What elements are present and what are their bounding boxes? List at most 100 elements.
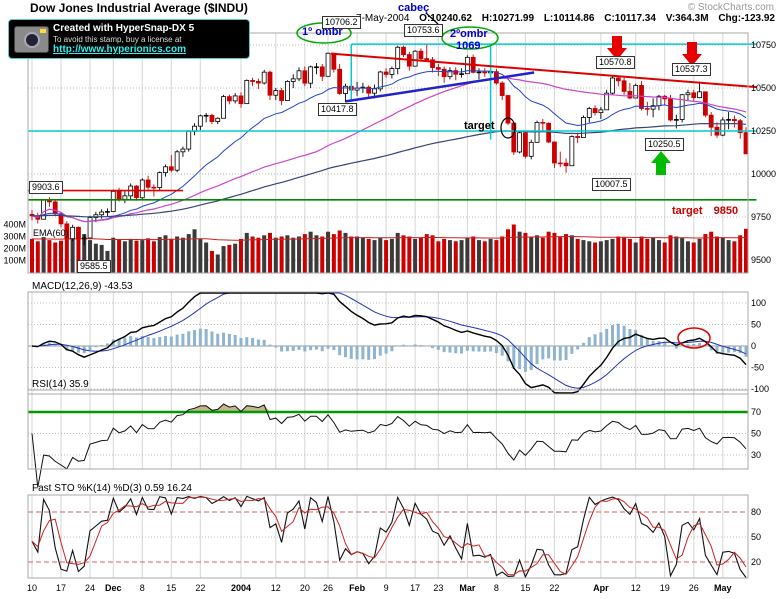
svg-text:-100: -100 bbox=[751, 384, 769, 394]
svg-text:10000: 10000 bbox=[751, 169, 776, 179]
volume-ema-label: EMA(60) bbox=[33, 228, 69, 238]
svg-text:Mar: Mar bbox=[459, 583, 476, 593]
label-box-mar-low: 10007.5 bbox=[592, 178, 631, 191]
ema20-line bbox=[31, 70, 747, 223]
target-circle bbox=[500, 117, 516, 139]
svg-text:26: 26 bbox=[689, 583, 699, 593]
macd-signal-line bbox=[31, 292, 747, 389]
svg-text:9500: 9500 bbox=[751, 255, 771, 265]
quote-open: O:10240.62 bbox=[419, 13, 472, 24]
svg-text:70: 70 bbox=[751, 407, 761, 417]
svg-text:300M: 300M bbox=[3, 232, 26, 242]
svg-text:22: 22 bbox=[549, 583, 559, 593]
camera-icon bbox=[14, 26, 49, 53]
note-target-label: target bbox=[464, 120, 495, 132]
red-down-arrow-2 bbox=[682, 42, 702, 66]
svg-text:Apr: Apr bbox=[593, 583, 609, 593]
label-box-late-apr-high: 10537.3 bbox=[672, 63, 711, 76]
svg-text:10750: 10750 bbox=[751, 40, 776, 50]
svg-text:50: 50 bbox=[751, 429, 761, 439]
label-box-nov-low: 9585.5 bbox=[77, 260, 111, 273]
quote-change: Chg:-123.92 bbox=[718, 13, 775, 24]
svg-text:15: 15 bbox=[166, 583, 176, 593]
svg-text:200M: 200M bbox=[3, 244, 26, 254]
svg-text:8: 8 bbox=[140, 583, 145, 593]
svg-text:19: 19 bbox=[660, 583, 670, 593]
svg-text:20: 20 bbox=[751, 557, 761, 567]
svg-text:100: 100 bbox=[751, 298, 766, 308]
svg-text:Feb: Feb bbox=[349, 583, 366, 593]
camera-lens-icon bbox=[24, 32, 40, 48]
panel-borders bbox=[27, 32, 749, 579]
note-head-label: cabeç bbox=[398, 2, 430, 14]
shoulder2-ellipse bbox=[441, 26, 499, 50]
svg-text:9750: 9750 bbox=[751, 212, 771, 222]
svg-text:50: 50 bbox=[751, 320, 761, 330]
quote-volume: V:364.3M bbox=[665, 13, 709, 24]
svg-text:80: 80 bbox=[751, 507, 761, 517]
svg-text:20: 20 bbox=[300, 583, 310, 593]
sto-panel-label: Fast STO %K(14) %D(3) 0.59 16.24 bbox=[32, 483, 192, 494]
macd-panel-label: MACD(12,26,9) -43.53 bbox=[32, 281, 133, 292]
svg-text:May: May bbox=[714, 583, 732, 593]
svg-text:10500: 10500 bbox=[751, 83, 776, 93]
annotation-shapes bbox=[296, 12, 711, 349]
svg-text:23: 23 bbox=[433, 583, 443, 593]
rsi-panel-label: RSI(14) 35.9 bbox=[32, 379, 89, 390]
sma50-line bbox=[31, 77, 747, 223]
rsi-line bbox=[31, 403, 747, 488]
rsi-overbought-shade bbox=[32, 404, 746, 412]
svg-text:0: 0 bbox=[751, 341, 756, 351]
stockcharts-credit: © StockCharts.com bbox=[687, 2, 774, 13]
volume-bars bbox=[30, 224, 748, 273]
note-shoulder2-label: 2ºombr bbox=[450, 28, 488, 40]
label-box-shoulder1-price: 10706.2 bbox=[322, 16, 361, 29]
sto-d-line bbox=[31, 496, 747, 576]
note-target2: target 9850 bbox=[672, 206, 738, 217]
hypersnap-stamp: Created with HyperSnap-DX 5 To avoid thi… bbox=[8, 19, 250, 59]
macd-histogram bbox=[30, 323, 748, 372]
quote-info-line: 7-May-2004 O:10240.62 H:10271.99 L:10114… bbox=[356, 13, 775, 24]
svg-text:400M: 400M bbox=[3, 220, 26, 230]
note-target2-price: 9850 bbox=[713, 205, 739, 217]
quote-high: H:10271.99 bbox=[481, 13, 535, 24]
svg-text:100M: 100M bbox=[3, 256, 26, 266]
svg-text:10250: 10250 bbox=[751, 126, 776, 136]
label-box-head-price: 10753.6 bbox=[404, 24, 443, 37]
quote-close: C:10117.34 bbox=[604, 13, 656, 24]
note-target2-label: target bbox=[672, 205, 703, 217]
annotation-lines bbox=[27, 43, 757, 201]
note-shoulder1-label: 1º ombr bbox=[302, 26, 343, 38]
svg-text:-50: -50 bbox=[751, 363, 764, 373]
long-ema-line bbox=[31, 122, 747, 218]
vertical-gridlines bbox=[31, 33, 724, 578]
quote-low: L:10114.86 bbox=[543, 13, 595, 24]
sto-k-line bbox=[31, 495, 747, 579]
stamp-line1: Created with HyperSnap-DX 5 bbox=[53, 23, 195, 34]
camera-flash-icon bbox=[40, 29, 46, 33]
svg-text:Dec: Dec bbox=[105, 583, 122, 593]
svg-text:50: 50 bbox=[751, 532, 761, 542]
page-title: Dow Jones Industrial Average ($INDU) bbox=[30, 1, 248, 15]
note-shoulder2-value: 1069 bbox=[456, 40, 481, 52]
label-box-left-level: 9903.6 bbox=[29, 181, 63, 194]
stamp-line2: To avoid this stamp, buy a license at bbox=[53, 35, 182, 44]
svg-text:24: 24 bbox=[85, 583, 95, 593]
svg-text:12: 12 bbox=[631, 583, 641, 593]
svg-text:15: 15 bbox=[520, 583, 530, 593]
axis-labels: 1075010500102501000097509500400M300M200M… bbox=[3, 40, 776, 593]
macd-line bbox=[31, 292, 747, 394]
svg-text:22: 22 bbox=[195, 583, 205, 593]
svg-text:26: 26 bbox=[323, 583, 333, 593]
red-down-arrow-1 bbox=[607, 36, 627, 60]
volume-ema-line bbox=[31, 235, 747, 241]
svg-text:17: 17 bbox=[410, 583, 420, 593]
label-box-support-level: 10250.5 bbox=[645, 138, 684, 151]
label-box-neckline-price: 10417.8 bbox=[318, 103, 357, 116]
svg-text:8: 8 bbox=[494, 583, 499, 593]
svg-text:30: 30 bbox=[751, 450, 761, 460]
hyperionics-link[interactable]: http://www.hyperionics.com bbox=[53, 44, 186, 55]
label-box-apr-high: 10570.8 bbox=[596, 56, 635, 69]
